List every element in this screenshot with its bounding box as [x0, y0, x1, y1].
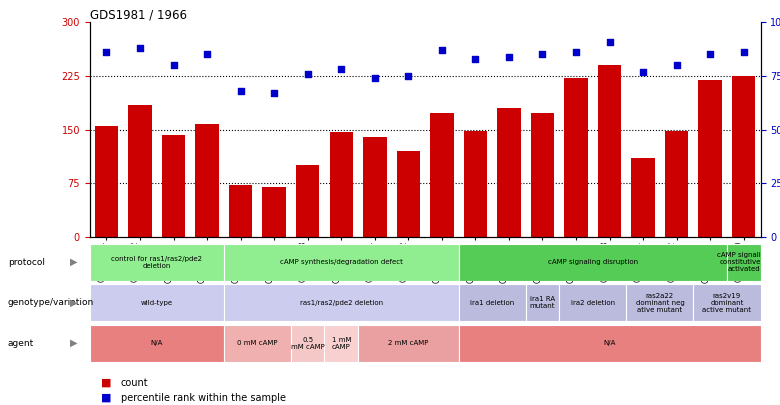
FancyBboxPatch shape: [90, 325, 224, 362]
Bar: [665, 131, 689, 237]
Text: 0 mM cAMP: 0 mM cAMP: [237, 340, 278, 346]
Text: ira1 RA
mutant: ira1 RA mutant: [530, 296, 555, 309]
Point: [268, 90, 280, 96]
Text: cAMP synthesis/degradation defect: cAMP synthesis/degradation defect: [280, 259, 402, 265]
FancyBboxPatch shape: [291, 325, 324, 362]
Point: [435, 47, 448, 53]
Text: ■: ■: [101, 378, 112, 388]
Text: ▶: ▶: [70, 257, 78, 267]
Bar: [195, 124, 219, 237]
FancyBboxPatch shape: [459, 244, 727, 281]
Point: [302, 70, 314, 77]
Point: [503, 53, 516, 60]
Text: wild-type: wild-type: [140, 300, 173, 306]
Text: protocol: protocol: [8, 258, 44, 267]
Bar: [430, 113, 454, 237]
Text: 0.5
mM cAMP: 0.5 mM cAMP: [291, 337, 324, 350]
Point: [569, 49, 582, 55]
FancyBboxPatch shape: [459, 325, 760, 362]
Text: ■: ■: [101, 393, 112, 403]
FancyBboxPatch shape: [224, 325, 291, 362]
Point: [234, 88, 246, 94]
Bar: [698, 79, 722, 237]
Bar: [396, 151, 420, 237]
Point: [368, 75, 381, 81]
Text: GDS1981 / 1966: GDS1981 / 1966: [90, 8, 186, 21]
Bar: [229, 185, 253, 237]
Text: ras1/ras2/pde2 deletion: ras1/ras2/pde2 deletion: [300, 300, 383, 306]
Bar: [463, 131, 488, 237]
Bar: [732, 76, 756, 237]
Bar: [262, 187, 286, 237]
Point: [167, 62, 179, 68]
FancyBboxPatch shape: [90, 244, 224, 281]
Point: [134, 45, 147, 51]
Text: count: count: [121, 378, 148, 388]
Point: [100, 49, 113, 55]
Text: ras2v19
dominant
active mutant: ras2v19 dominant active mutant: [703, 293, 751, 313]
Text: ▶: ▶: [70, 298, 78, 308]
Bar: [564, 78, 588, 237]
FancyBboxPatch shape: [693, 284, 760, 321]
Point: [469, 55, 481, 62]
Text: 2 mM cAMP: 2 mM cAMP: [388, 340, 428, 346]
Point: [335, 66, 348, 73]
Text: cAMP signaling
constitutively
activated: cAMP signaling constitutively activated: [718, 252, 770, 272]
FancyBboxPatch shape: [459, 284, 526, 321]
FancyBboxPatch shape: [358, 325, 459, 362]
FancyBboxPatch shape: [224, 244, 459, 281]
Text: genotype/variation: genotype/variation: [8, 298, 94, 307]
FancyBboxPatch shape: [727, 244, 760, 281]
Text: cAMP signaling disruption: cAMP signaling disruption: [548, 259, 638, 265]
FancyBboxPatch shape: [224, 284, 459, 321]
FancyBboxPatch shape: [626, 284, 693, 321]
Text: percentile rank within the sample: percentile rank within the sample: [121, 393, 286, 403]
Bar: [94, 126, 119, 237]
FancyBboxPatch shape: [324, 325, 358, 362]
Text: control for ras1/ras2/pde2
deletion: control for ras1/ras2/pde2 deletion: [112, 256, 202, 269]
Bar: [329, 132, 353, 237]
Text: ras2a22
dominant neg
ative mutant: ras2a22 dominant neg ative mutant: [636, 293, 684, 313]
Point: [402, 73, 415, 79]
Bar: [530, 113, 555, 237]
Text: ira1 deletion: ira1 deletion: [470, 300, 514, 306]
Point: [670, 62, 683, 68]
Bar: [161, 134, 186, 237]
Text: ira2 deletion: ira2 deletion: [571, 300, 615, 306]
FancyBboxPatch shape: [559, 284, 626, 321]
Bar: [497, 108, 521, 237]
Point: [704, 51, 717, 58]
Bar: [296, 165, 320, 237]
Text: N/A: N/A: [151, 340, 163, 346]
Bar: [631, 158, 655, 237]
Text: ▶: ▶: [70, 338, 78, 348]
Point: [738, 49, 750, 55]
Point: [636, 68, 649, 75]
Point: [604, 38, 616, 45]
FancyBboxPatch shape: [526, 284, 559, 321]
FancyBboxPatch shape: [90, 284, 224, 321]
Point: [537, 51, 549, 58]
Bar: [363, 137, 387, 237]
Bar: [597, 65, 622, 237]
Bar: [128, 104, 152, 237]
Text: agent: agent: [8, 339, 34, 348]
Point: [201, 51, 214, 58]
Text: N/A: N/A: [604, 340, 615, 346]
Text: 1 mM
cAMP: 1 mM cAMP: [332, 337, 351, 350]
